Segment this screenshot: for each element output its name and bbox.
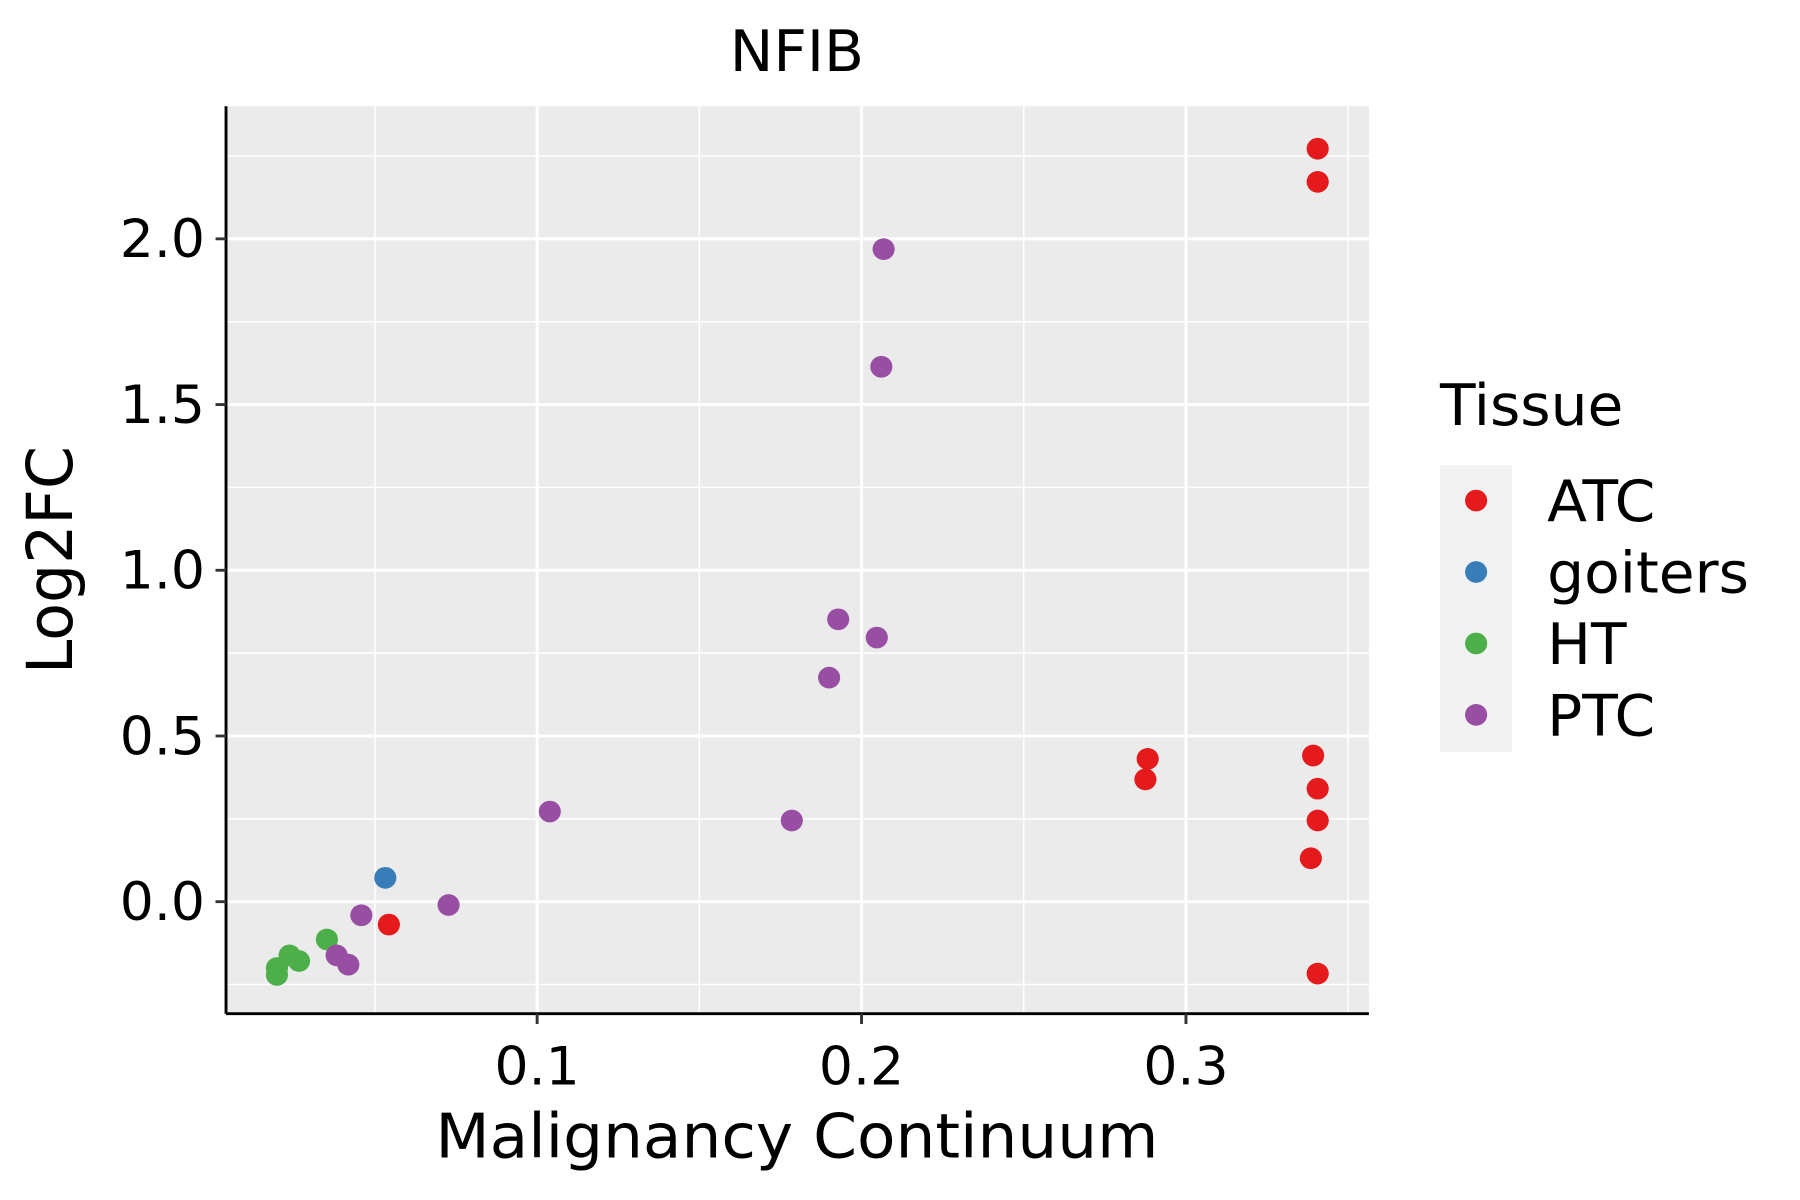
- data-point-goiters: [374, 866, 397, 889]
- data-point-ht: [287, 950, 311, 972]
- legend-key-ht: [1465, 632, 1488, 655]
- ticks: 0.1 0.2 0.3 0.0 0.5 1.0 1.5 2.0: [120, 209, 1229, 1098]
- grid: [226, 106, 1369, 1014]
- y-axis-label: Log2FC: [14, 446, 88, 674]
- data-point-atc: [1306, 777, 1329, 800]
- legend-label-atc: ATC: [1547, 468, 1655, 535]
- legend-label-goiters: goiters: [1547, 539, 1749, 606]
- points: [265, 137, 1329, 986]
- legend-label-ht: HT: [1547, 611, 1627, 678]
- data-point-atc: [1306, 170, 1329, 193]
- y-tick-label: 1.0: [120, 540, 205, 601]
- y-tick-label: 2.0: [120, 209, 205, 270]
- legend-title: Tissue: [1439, 372, 1623, 439]
- legend-label-ptc: PTC: [1547, 682, 1655, 749]
- legend-key-goiters: [1465, 561, 1488, 583]
- data-point-ptc: [337, 953, 360, 976]
- data-point-ptc: [818, 666, 841, 689]
- data-point-ptc: [350, 904, 373, 927]
- data-point-ht: [265, 964, 289, 986]
- chart-title: NFIB: [730, 17, 864, 84]
- data-point-ptc: [538, 800, 561, 823]
- data-point-atc: [1134, 768, 1157, 791]
- y-tick-label: 0.0: [120, 871, 205, 932]
- data-point-atc: [377, 913, 400, 936]
- data-point-ptc: [872, 238, 895, 260]
- data-point-atc: [1306, 809, 1329, 832]
- x-tick-label: 0.3: [1143, 1036, 1228, 1097]
- data-point-ptc: [780, 809, 803, 832]
- data-point-atc: [1302, 744, 1325, 767]
- legend-key-atc: [1465, 489, 1488, 512]
- panel-background: [226, 106, 1369, 1014]
- x-tick-label: 0.2: [819, 1036, 904, 1097]
- data-point-atc: [1306, 962, 1329, 985]
- x-axis-label: Malignancy Continuum: [435, 1100, 1158, 1172]
- data-point-atc: [1306, 137, 1329, 160]
- data-point-atc: [1299, 847, 1322, 870]
- data-point-ptc: [865, 626, 888, 649]
- data-point-ptc: [870, 355, 893, 378]
- x-tick-label: 0.1: [495, 1036, 580, 1097]
- data-point-ptc: [827, 608, 850, 631]
- data-point-ptc: [437, 894, 460, 916]
- legend-key-ptc: [1465, 704, 1488, 726]
- y-tick-label: 1.5: [120, 374, 205, 435]
- data-point-atc: [1136, 747, 1159, 770]
- data-point-ht: [315, 928, 338, 951]
- y-tick-label: 0.5: [120, 706, 205, 767]
